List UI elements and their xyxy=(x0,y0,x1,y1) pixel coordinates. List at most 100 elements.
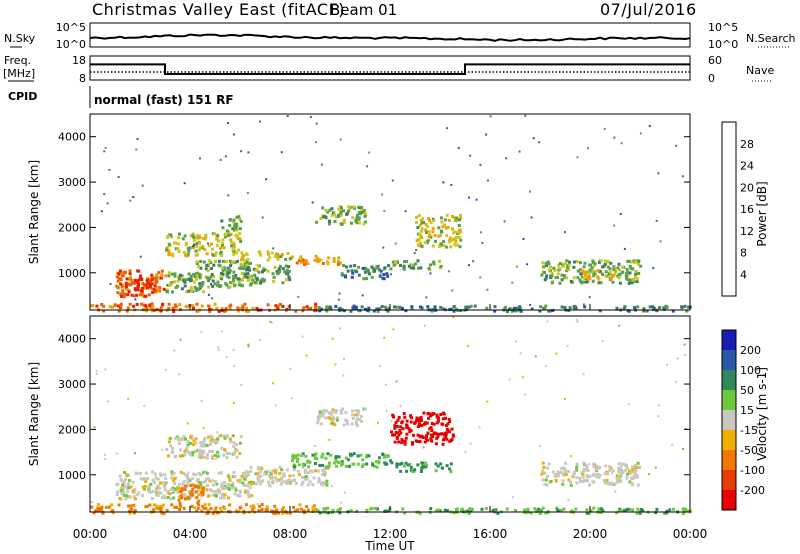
power-cell xyxy=(592,264,596,268)
power-cell xyxy=(290,255,294,259)
power-cell xyxy=(544,261,548,265)
velocity-cell xyxy=(301,462,305,466)
power-cell xyxy=(242,266,245,270)
power-speckle xyxy=(103,150,106,153)
power-cell xyxy=(253,273,257,277)
power-cell xyxy=(442,244,446,248)
power-cell xyxy=(245,306,249,310)
power-cell xyxy=(304,259,308,262)
velocity-cell xyxy=(169,497,173,501)
power-cell xyxy=(458,230,462,234)
velocity-speckle xyxy=(247,343,250,346)
velocity-cell xyxy=(445,509,449,512)
power-cell xyxy=(298,256,302,260)
power-cell xyxy=(120,295,124,298)
power-cell xyxy=(210,273,214,277)
power-speckle xyxy=(311,201,314,204)
power-cell xyxy=(440,216,443,220)
xaxis-label: Time UT xyxy=(364,539,415,553)
power-cell xyxy=(438,259,441,263)
freq-panel-frame xyxy=(89,55,691,81)
velocity-cell xyxy=(187,490,191,494)
velocity-cell xyxy=(164,476,168,480)
velocity-cell xyxy=(535,509,539,513)
velocity-cell xyxy=(277,478,281,482)
power-cell xyxy=(626,309,630,313)
power-cell xyxy=(271,272,275,276)
power-cell xyxy=(194,288,198,292)
power-cell xyxy=(153,290,157,294)
power-cell xyxy=(153,284,157,288)
power-cell xyxy=(445,234,449,238)
power-cell xyxy=(126,293,130,297)
velocity-speckle xyxy=(220,330,223,333)
power-cell xyxy=(373,269,377,273)
velocity-cell xyxy=(148,503,152,507)
velocity-cell xyxy=(304,475,308,478)
velocity-speckle xyxy=(133,452,136,455)
velocity-cell xyxy=(664,511,668,515)
power-cell xyxy=(424,231,428,234)
power-cell xyxy=(206,276,209,280)
power-cell xyxy=(195,236,199,240)
beam-label: Beam 01 xyxy=(330,1,397,19)
velocity-cell xyxy=(256,467,260,471)
power-speckle xyxy=(379,273,382,276)
velocity-cell xyxy=(132,495,136,498)
power-cell xyxy=(168,233,172,237)
velocity-cell xyxy=(635,474,639,478)
velocity-cell xyxy=(393,426,397,430)
velocity-cell xyxy=(339,411,343,415)
power-cell xyxy=(328,305,332,309)
velocity-colorbar-tick-label: -50 xyxy=(740,444,758,457)
power-speckle xyxy=(522,238,525,240)
power-cell xyxy=(208,259,211,263)
velocity-cell xyxy=(681,507,685,511)
power-cell xyxy=(119,305,123,309)
power-cell xyxy=(167,249,171,253)
power-cell xyxy=(208,307,212,311)
velocity-cell xyxy=(416,425,420,429)
power-cell xyxy=(342,264,346,267)
power-cell xyxy=(188,246,192,250)
velocity-cell xyxy=(351,409,355,413)
velocity-cell xyxy=(337,509,341,513)
velocity-cell xyxy=(223,448,227,452)
power-cell xyxy=(272,275,276,279)
power-cell xyxy=(206,269,210,273)
freq-label: Freq. xyxy=(4,54,31,67)
power-speckle xyxy=(532,137,535,140)
power-cell xyxy=(441,307,445,311)
power-cell xyxy=(220,307,224,310)
velocity-cell xyxy=(275,477,279,481)
power-cell xyxy=(411,264,415,268)
power-speckle xyxy=(227,122,230,125)
velocity-cell xyxy=(636,507,640,511)
velocity-cell xyxy=(228,503,232,507)
velocity-cell xyxy=(127,504,131,508)
velocity-cell xyxy=(447,417,451,421)
power-cell xyxy=(547,262,551,266)
velocity-cell xyxy=(335,418,339,422)
velocity-cell xyxy=(305,505,309,508)
power-speckle xyxy=(366,165,369,168)
power-cell xyxy=(276,272,279,276)
power-cell xyxy=(197,236,201,240)
power-cell xyxy=(386,274,390,278)
power-cell xyxy=(167,274,171,278)
power-cell xyxy=(220,254,224,258)
velocity-speckle xyxy=(334,363,337,366)
cpid-text: normal (fast) 151 RF xyxy=(94,93,234,107)
velocity-cell xyxy=(259,480,263,484)
velocity-speckle xyxy=(683,343,686,346)
velocity-cell xyxy=(291,455,295,459)
power-cell xyxy=(567,268,571,271)
power-cell xyxy=(164,274,168,278)
power-cell xyxy=(232,279,236,283)
velocity-cell xyxy=(201,480,205,484)
power-cell xyxy=(614,270,618,273)
power-cell xyxy=(234,274,238,277)
power-colorbar-tick-label: 8 xyxy=(740,247,747,260)
power-cell xyxy=(232,277,236,281)
velocity-cell xyxy=(448,467,452,471)
